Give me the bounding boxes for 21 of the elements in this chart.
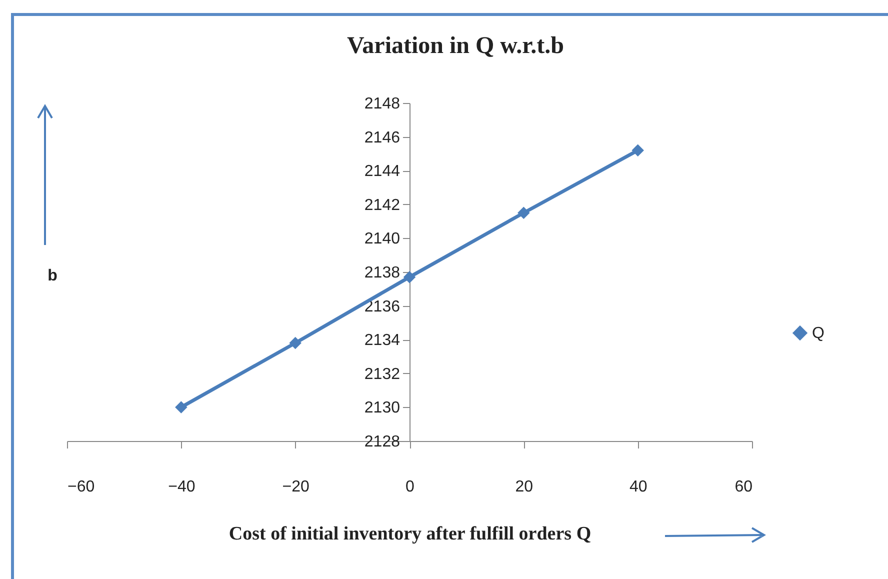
x-axis-title: Cost of initial inventory after fulfill orders Q (228, 524, 592, 544)
x-tick-label: −60 (68, 478, 95, 496)
x-tick-label: −20 (282, 478, 310, 496)
y-tick-label: 2132 (364, 366, 400, 383)
x-tick-label: 40 (629, 478, 648, 496)
y-tick-label: 2134 (364, 332, 400, 350)
y-tick-label: 2142 (364, 196, 400, 214)
y-tick-label: 2148 (364, 96, 400, 112)
y-tick-label: 2130 (364, 400, 400, 417)
y-tick-label: 2128 (364, 434, 400, 450)
y-tick-label: 2138 (364, 264, 400, 282)
chart-title: Variation in Q w.r.t.b (347, 33, 564, 59)
y-tick-label: 2140 (364, 230, 400, 248)
y-axis-title: b (48, 268, 58, 284)
y-tick-label: 2146 (364, 129, 400, 146)
x-tick-label: 0 (406, 478, 415, 496)
y-tick-label: 2144 (364, 163, 400, 180)
x-tick-label: 60 (734, 478, 753, 496)
legend-label: Q (812, 325, 824, 342)
x-tick-label: 20 (515, 478, 534, 496)
x-tick-label: −40 (168, 478, 196, 496)
